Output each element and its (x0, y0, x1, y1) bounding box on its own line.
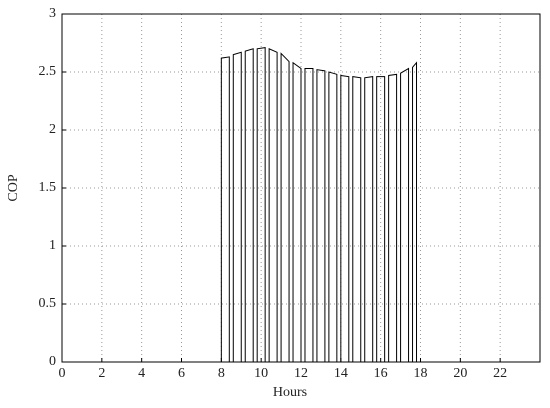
x-tick-label: 22 (493, 366, 507, 381)
x-tick-label: 10 (254, 366, 268, 381)
y-axis-label: COP (6, 174, 21, 201)
x-axis-label: Hours (273, 385, 307, 400)
data-line (220, 47, 418, 363)
y-tick-label: 1 (49, 238, 56, 253)
y-tick-label: 2.5 (39, 64, 57, 79)
x-tick-label: 20 (453, 366, 467, 381)
x-tick-label: 14 (334, 366, 348, 381)
x-tick-label: 8 (218, 366, 225, 381)
x-tick-label: 0 (59, 366, 66, 381)
y-tick-label: 0 (49, 354, 56, 369)
x-tick-label: 16 (374, 366, 388, 381)
y-tick-label: 2 (49, 122, 56, 137)
y-tick-label: 1.5 (39, 180, 57, 195)
x-tick-label: 12 (294, 366, 308, 381)
x-tick-label: 4 (138, 366, 145, 381)
y-tick-label: 3 (49, 6, 56, 21)
y-tick-label: 0.5 (39, 296, 57, 311)
x-tick-label: 2 (98, 366, 105, 381)
x-tick-label: 6 (178, 366, 185, 381)
x-tick-label: 18 (414, 366, 428, 381)
